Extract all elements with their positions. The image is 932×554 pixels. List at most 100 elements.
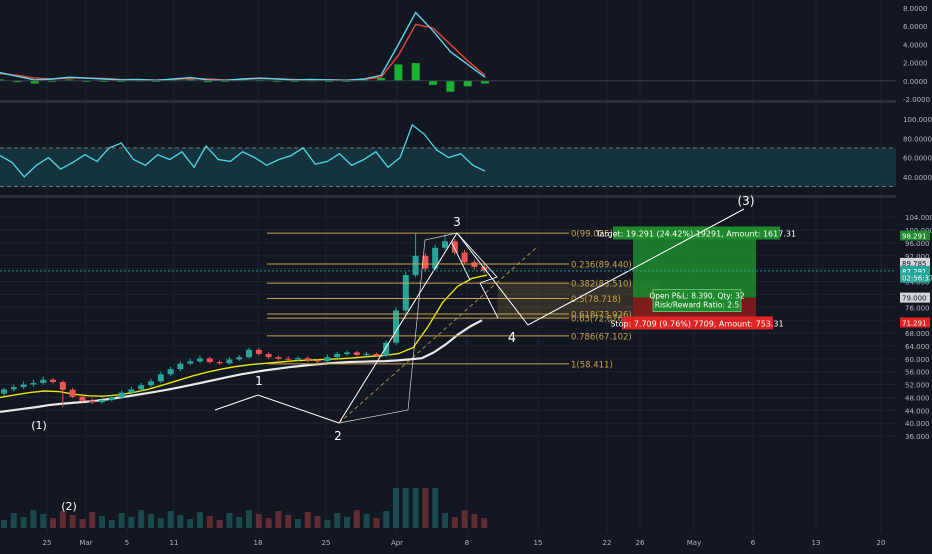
wave-label: (1) <box>31 419 47 432</box>
candle-body <box>265 353 272 358</box>
price-marker-box <box>900 292 930 303</box>
candle-body <box>442 241 448 248</box>
volume-bar <box>177 515 184 528</box>
candle-body <box>216 362 223 364</box>
volume-bar <box>138 510 145 528</box>
volume-bar <box>69 515 76 528</box>
candle-body <box>461 252 468 263</box>
volume-bar <box>148 514 154 528</box>
volume-bar <box>275 511 282 528</box>
time-axis-tick: 6 <box>751 539 756 547</box>
candle-body <box>108 397 115 401</box>
candle-body <box>422 255 429 269</box>
moving-average-yellow <box>0 274 488 399</box>
wave-label: 2 <box>334 429 342 443</box>
price-marker-box <box>900 265 930 276</box>
fib-level-label: 0.786(67.102) <box>571 332 632 342</box>
volume-bar <box>344 517 350 528</box>
fib-level-label: 0.382(83.510) <box>571 280 632 290</box>
macd-histogram-bar <box>394 64 403 81</box>
volume-bar <box>471 514 478 528</box>
rsi-panel[interactable] <box>0 123 896 188</box>
time-axis-background <box>0 533 932 550</box>
price-axis-tick: 68.000 <box>905 330 930 338</box>
price-panel[interactable] <box>0 233 488 528</box>
wave-label: (3) <box>738 194 755 208</box>
price-marker-label: 71.291 <box>902 319 927 327</box>
fib-level-label: 0.65(72.626) <box>571 315 626 325</box>
macd-axis-tick: 6.0000 <box>903 23 928 31</box>
candle-body <box>118 392 125 398</box>
rsi-axis-tick: 60.0000 <box>903 155 932 163</box>
volume-bar <box>79 519 86 528</box>
volume-bar <box>451 517 458 528</box>
rsi-axis-tick: 80.0000 <box>903 135 932 143</box>
candle-body <box>50 379 56 382</box>
candle-body <box>226 359 233 364</box>
volume-bar <box>40 514 47 528</box>
elliott-wave-path <box>214 208 745 424</box>
volume-bar <box>295 519 301 528</box>
drawing-overlay[interactable]: 0(99.025) 0.236(89.440) 0.382(83.510) 0.5(7… <box>0 194 896 513</box>
candle-body <box>412 255 419 276</box>
candle-body <box>59 381 66 390</box>
volume-bar <box>59 511 66 528</box>
pnl-label-box <box>652 289 742 312</box>
volume-bar <box>314 516 321 528</box>
volume-bar <box>1 520 7 528</box>
candle-body <box>393 310 399 343</box>
candle-body <box>138 385 145 390</box>
volume-bar <box>108 520 115 528</box>
candle-body <box>383 342 390 356</box>
price-axis-tick: 44.000 <box>905 407 930 415</box>
fib-level-label: 0.5(78.718) <box>571 295 621 305</box>
moving-average-white <box>0 319 483 413</box>
time-axis-tick: 25 <box>43 539 52 547</box>
price-axis-tick: 48.000 <box>905 394 930 402</box>
price-axis-tick: 36.000 <box>905 433 930 441</box>
macd-histogram-bar <box>65 79 74 81</box>
macd-histogram-bar <box>0 79 4 81</box>
candle-body <box>334 353 341 358</box>
target-label: Target: 19.291 (24.42%) 19291, Amount: 1… <box>595 230 796 239</box>
candle-body <box>99 400 105 403</box>
macd-histogram-bar <box>429 80 438 85</box>
candle-body <box>324 357 331 362</box>
volume-bar <box>226 513 233 528</box>
candle-body <box>197 358 203 362</box>
price-axis-tick: 104.000 <box>905 214 932 222</box>
price-axis-tick: 56.000 <box>905 369 930 377</box>
wave3-impulse <box>338 232 458 424</box>
volume-bar <box>255 514 262 528</box>
wave-label: (2) <box>61 500 77 513</box>
macd-panel[interactable] <box>0 11 896 92</box>
wave3-abc-correction <box>451 232 499 319</box>
volume-bar <box>89 512 96 528</box>
volume-bar <box>481 518 488 528</box>
volume-bar <box>373 518 380 528</box>
risk-reward-label: Risk/Reward Ratio: 2.5 <box>655 301 740 310</box>
rsi-line <box>0 123 486 178</box>
candle-body <box>1 389 7 394</box>
candle-body <box>187 361 194 364</box>
macd-axis-tick: -2.0000 <box>903 96 930 104</box>
price-axis[interactable]: 8.0000 6.0000 4.0000 2.0000 0.0000 -2.0000 100… <box>896 0 932 550</box>
candle-body <box>451 241 458 253</box>
volume-bar <box>353 510 360 528</box>
candle-body <box>285 358 292 360</box>
volume-bar <box>324 520 331 528</box>
macd-histogram-bar <box>13 80 22 83</box>
time-axis[interactable]: 25 Mar 5 11 18 25 Apr 8 15 22 26 May 6 13 20 <box>0 533 932 550</box>
candle-body <box>295 358 301 360</box>
fib-level-label: 1(58.411) <box>571 360 613 370</box>
trend-channel-dashed <box>338 247 537 424</box>
candle-body <box>30 382 37 385</box>
candle-body <box>275 357 282 359</box>
candle-body <box>402 275 409 311</box>
time-axis-tick: 22 <box>603 539 612 547</box>
volume-bar <box>383 511 390 528</box>
candle-body <box>363 353 370 355</box>
volume-bar <box>167 511 174 528</box>
